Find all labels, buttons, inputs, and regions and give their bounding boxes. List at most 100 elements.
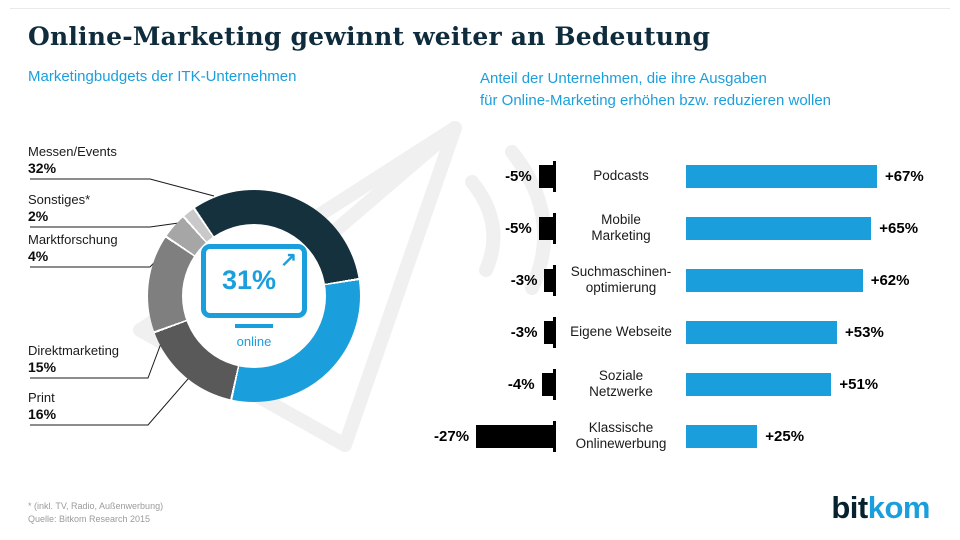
positive-bar [686, 164, 877, 188]
monitor-stand [235, 323, 273, 328]
bar-chart-rows: -5% Podcasts +67% -5% Mobile Marketing +65% -3%… [408, 150, 948, 462]
negative-value-label: -3% [510, 271, 538, 289]
negative-value-label: -5% [505, 219, 532, 237]
positive-cell: +53% [686, 320, 948, 344]
arrow-up-right-icon: ↗ [280, 248, 297, 271]
negative-value-label: -3% [510, 323, 538, 341]
footnote: * (inkl. TV, Radio, Außenwerbung) [28, 501, 164, 511]
legend-label: Print [28, 390, 55, 405]
legend-item: Messen/Events 32% [28, 144, 160, 177]
category-line: Netzwerke [589, 384, 653, 399]
category-line: Mobile [601, 212, 641, 228]
bitkom-logo-part2: kom [867, 490, 931, 525]
legend-label: Direktmarketing [28, 343, 120, 358]
negative-bar [541, 372, 553, 396]
bar-row: -4% Soziale Netzwerke +51% [408, 358, 948, 410]
positive-bar [686, 424, 758, 448]
positive-cell: +67% [686, 164, 948, 188]
negative-bar [476, 424, 553, 448]
category-label: Klassische Onlinewerbung [556, 420, 686, 452]
legend-label: Marktforschung [28, 232, 118, 247]
bar-chart-title-line2: für Online-Marketing erhöhen bzw. reduzi… [480, 91, 832, 109]
positive-value-label: +51% [839, 375, 879, 393]
positive-value-label: +25% [765, 427, 805, 445]
category-line: Marketing [591, 228, 651, 243]
legend-item: Print 16% [28, 390, 160, 423]
positive-bar [686, 320, 838, 344]
legend-value: 32% [28, 160, 57, 176]
bar-row: -3% Suchmaschinen-optimierung +62% [408, 254, 948, 306]
positive-bar [686, 268, 863, 292]
monitor-icon: 31% ↗ [201, 243, 307, 318]
category-line: Onlinewerbung [575, 436, 667, 451]
positive-bar [686, 216, 872, 240]
legend-item: Marktforschung 4% [28, 232, 160, 265]
negative-cell: -3% [408, 316, 556, 348]
negative-bar [538, 216, 553, 240]
bar-chart-title: Anteil der Unternehmen, die ihre Ausgabe… [480, 68, 831, 112]
legend-value: 15% [28, 359, 57, 375]
legend-value: 4% [28, 248, 49, 264]
page-title: Online-Marketing gewinnt weiter an Bedeu… [28, 22, 711, 51]
donut-center-value: 31% [221, 265, 277, 295]
bar-row: -5% Podcasts +67% [408, 150, 948, 202]
positive-cell: +65% [686, 216, 948, 240]
legend-value: 2% [28, 208, 49, 224]
donut-center: 31% ↗ online [182, 224, 326, 368]
bitkom-logo: bitkom [831, 490, 930, 526]
positive-value-label: +67% [884, 167, 924, 185]
negative-cell: -4% [408, 368, 556, 400]
negative-cell: -3% [408, 264, 556, 296]
legend-label: Sonstiges* [28, 192, 91, 207]
negative-bar [544, 320, 553, 344]
axis-tick [553, 316, 556, 348]
bar-chart: -5% Podcasts +67% -5% Mobile Marketing +65% -3%… [408, 150, 948, 462]
category-label: Soziale Netzwerke [556, 368, 686, 400]
bitkom-logo-part1: bit [831, 490, 868, 525]
positive-cell: +62% [686, 268, 948, 292]
category-line: Eigene Webseite [570, 324, 672, 340]
top-divider [10, 8, 950, 9]
negative-bar [538, 164, 553, 188]
category-line: optimierung [585, 280, 657, 295]
legend-item: Sonstiges* 2% [28, 192, 160, 225]
category-line: Podcasts [593, 168, 649, 184]
axis-tick [553, 368, 556, 400]
category-label: Podcasts [556, 168, 686, 184]
axis-tick [553, 212, 556, 244]
negative-cell: -27% [408, 420, 556, 452]
bar-row: -27% Klassische Onlinewerbung +25% [408, 410, 948, 462]
negative-cell: -5% [408, 160, 556, 192]
negative-value-label: -27% [434, 427, 470, 445]
category-label: Suchmaschinen-optimierung [556, 264, 686, 296]
positive-value-label: +53% [845, 323, 884, 341]
negative-value-label: -5% [505, 167, 532, 185]
pie-chart-title: Marketingbudgets der ITK-Unternehmen [28, 68, 297, 85]
category-line: Suchmaschinen- [570, 264, 672, 280]
legend-value: 16% [28, 406, 57, 422]
positive-cell: +51% [686, 372, 948, 396]
negative-cell: -5% [408, 212, 556, 244]
category-line: Soziale [598, 368, 644, 384]
positive-value-label: +62% [870, 271, 910, 289]
donut-ring: 31% ↗ online [148, 190, 360, 402]
positive-cell: +25% [686, 424, 948, 448]
axis-tick [553, 264, 556, 296]
category-label: Mobile Marketing [556, 212, 686, 244]
pie-panel: Messen/Events 32% Sonstiges* 2% Marktfor… [0, 128, 470, 494]
positive-value-label: +65% [879, 219, 919, 237]
axis-tick [553, 160, 556, 192]
negative-value-label: -4% [507, 375, 535, 393]
bar-row: -3% Eigene Webseite +53% [408, 306, 948, 358]
category-line: Klassische [588, 420, 654, 436]
donut-center-sublabel: online [236, 333, 272, 349]
bar-chart-title-line1: Anteil der Unternehmen, die ihre Ausgabe… [480, 70, 767, 87]
positive-bar [686, 372, 832, 396]
bar-row: -5% Mobile Marketing +65% [408, 202, 948, 254]
source-note: Quelle: Bitkom Research 2015 [28, 514, 151, 524]
legend-label: Messen/Events [28, 144, 117, 159]
negative-bar [544, 268, 553, 292]
legend-item: Direktmarketing 15% [28, 343, 160, 376]
category-label: Eigene Webseite [556, 324, 686, 340]
axis-tick [553, 420, 556, 452]
